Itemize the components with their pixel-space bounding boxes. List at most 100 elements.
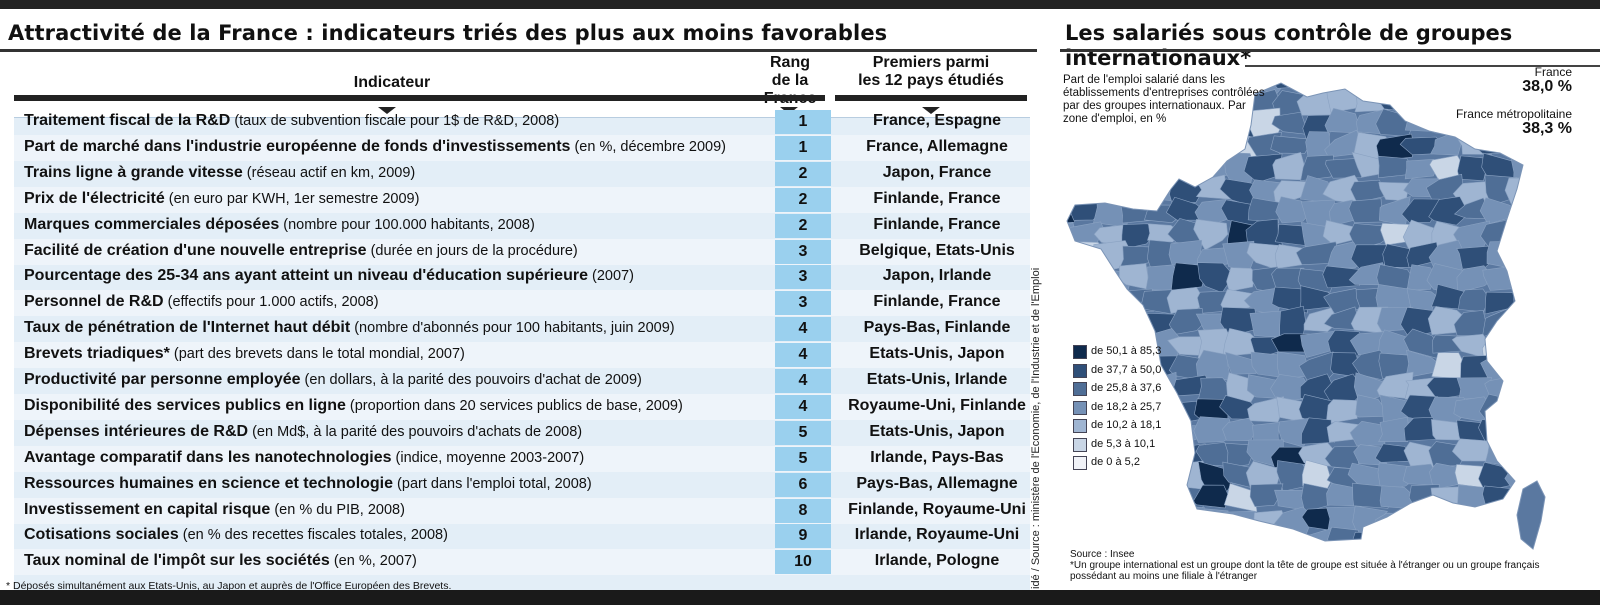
rank-header-arrow (753, 95, 825, 114)
map-zone (1300, 154, 1334, 182)
indicator-detail: (en Md$, à la parité des pouvoirs d'acha… (248, 423, 583, 440)
france-map (1066, 82, 1573, 550)
rank-cell: 4 (775, 394, 831, 419)
countries-cell: Pays-Bas, Allemagne (856, 474, 1018, 492)
indicator-detail: (indice, moyenne 2003-2007) (391, 449, 585, 466)
table-row: Avantage comparatif dans les nanotechnol… (14, 445, 1030, 472)
indicator-detail: (effectifs pour 1.000 actifs, 2008) (163, 294, 379, 311)
map-description: Part de l'emploi salarié dans les établi… (1063, 74, 1265, 125)
map-zone (1535, 374, 1567, 401)
map-zone (1069, 133, 1102, 162)
map-zone (1301, 417, 1335, 445)
legend-label: de 25,8 à 37,6 (1091, 382, 1162, 394)
map-zone (1531, 245, 1573, 267)
map-zone (1119, 153, 1153, 176)
map-zone (1148, 507, 1179, 530)
legend-swatch (1073, 437, 1087, 452)
rank-cell: 5 (775, 420, 831, 445)
map-zone (1067, 510, 1100, 534)
indicator-name: Prix de l'électricité (24, 189, 165, 207)
legend-label: de 50,1 à 85,3 (1091, 345, 1162, 357)
countries-cell: Etats-Unis, Japon (869, 422, 1005, 440)
map-zone (1534, 440, 1572, 462)
map-zone (1404, 117, 1441, 133)
indicator-detail: (2007) (587, 268, 634, 285)
map-zone (1249, 483, 1284, 507)
indicator-detail: (en %, décembre 2009) (570, 138, 726, 155)
indicator-cell: Trains ligne à grande vitesse (réseau ac… (24, 164, 415, 182)
map-zone (1510, 152, 1523, 179)
map-zone (1279, 305, 1307, 337)
countries-cell: Etats-Unis, Irlande (866, 371, 1008, 388)
table-row: Facilité de création d'une nouvelle entr… (14, 238, 1030, 265)
map-title-rule (1060, 49, 1600, 52)
map-zone (1481, 83, 1515, 90)
map-zone (1067, 465, 1076, 492)
rank-header-line1: Rang (770, 54, 810, 71)
map-zone (1510, 416, 1523, 448)
map-zone (1478, 419, 1517, 444)
map-zone (1406, 264, 1436, 291)
france-stat: France 38,0 % (1522, 65, 1572, 95)
map-zone (1508, 265, 1523, 291)
indicator-detail: (nombre pour 100.000 habitants, 2008) (279, 216, 535, 233)
table-row: Brevets triadiques* (part des brevets da… (14, 342, 1030, 369)
map-zone (1173, 136, 1201, 163)
legend-swatch (1073, 419, 1087, 433)
map-zone (1119, 175, 1155, 205)
rank-cell: 4 (775, 317, 831, 342)
map-zone (1400, 83, 1442, 94)
first-countries-header: Premiers parmi les 12 pays étudiés (838, 54, 1024, 90)
map-zone (1375, 108, 1413, 137)
map-zone (1351, 531, 1385, 541)
map-zone (1428, 196, 1470, 226)
countries-cell: Etats-Unis, Japon (869, 345, 1005, 363)
indicator-name: Investissement en capital risque (24, 500, 271, 518)
map-zone (1067, 288, 1078, 316)
map-zone (1455, 83, 1490, 91)
rank-cell: 10 (775, 550, 831, 575)
map-zone (1144, 486, 1176, 511)
map-zone (1531, 199, 1567, 224)
indicator-name: Avantage comparatif dans les nanotechnol… (24, 448, 392, 466)
indicator-detail: (en euro par KWH, 1er semestre 2009) (164, 190, 420, 207)
map-zone (1534, 219, 1572, 247)
legend-label: de 5,3 à 10,1 (1091, 437, 1156, 450)
rank-cell: 3 (775, 265, 831, 290)
legend-label: de 18,2 à 25,7 (1091, 400, 1162, 413)
map-zone (1509, 196, 1523, 226)
map-zone (1326, 85, 1361, 113)
countries-cell: Japon, Irlande (882, 267, 992, 285)
indicator-detail: (part dans l'emploi total, 2008) (393, 475, 592, 492)
map-zone (1193, 416, 1235, 443)
indicator-detail: (part des brevets dans le total mondial,… (169, 346, 465, 363)
map-zone (1068, 482, 1104, 513)
bottom-border (0, 590, 1600, 605)
map-source-line: Source : Insee (1070, 549, 1135, 560)
indicator-cell: Traitement fiscal de la R&D (taux de sub… (24, 112, 559, 130)
map-zone (1485, 439, 1521, 467)
indicator-cell: Brevets triadiques* (part des brevets da… (24, 345, 465, 363)
panel-title: Attractivité de la France : indicateurs … (8, 21, 888, 45)
table-row: Prix de l'électricité (en euro par KWH, … (14, 186, 1030, 213)
rank-cell: 4 (775, 343, 831, 368)
table-row: Ressources humaines en science et techno… (14, 472, 1030, 498)
indicator-cell: Avantage comparatif dans les nanotechnol… (24, 449, 584, 467)
map-zone (1194, 133, 1236, 162)
map-zone (1067, 222, 1076, 247)
map-zone (1504, 309, 1523, 336)
metro-stat: France métropolitaine 38,3 % (1456, 107, 1572, 137)
map-zone (1429, 83, 1462, 96)
indicator-detail: (en % des recettes fiscales totales, 200… (178, 527, 448, 544)
legend-label: de 10,2 à 18,1 (1091, 419, 1162, 431)
map-zone (1116, 508, 1150, 536)
indicator-cell: Cotisations sociales (en % des recettes … (24, 526, 448, 544)
map-zone (1509, 437, 1523, 467)
map-zone (1067, 151, 1079, 181)
map-zone (1119, 263, 1151, 291)
map-zone (1067, 440, 1073, 467)
corsica-shape (1516, 480, 1546, 550)
rank-cell: 2 (775, 213, 831, 238)
table-row: Cotisations sociales (en % des recettes … (14, 523, 1030, 549)
legend-label: de 37,7 à 50,0 (1091, 363, 1162, 376)
